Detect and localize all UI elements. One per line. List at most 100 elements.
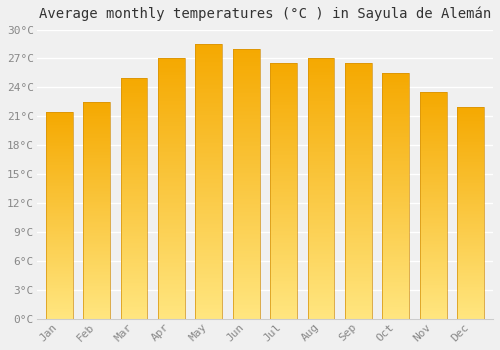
Bar [120, 186, 148, 188]
Bar [345, 160, 372, 162]
Bar [420, 126, 446, 127]
Bar [232, 75, 260, 76]
Bar [232, 270, 260, 272]
Bar [232, 49, 260, 319]
Bar [232, 51, 260, 53]
Bar [232, 240, 260, 242]
Bar [345, 91, 372, 93]
Bar [232, 205, 260, 207]
Bar [270, 291, 297, 292]
Bar [382, 113, 409, 115]
Bar [270, 88, 297, 89]
Bar [382, 282, 409, 283]
Bar [158, 203, 185, 204]
Bar [232, 174, 260, 176]
Bar [345, 211, 372, 213]
Bar [232, 126, 260, 127]
Bar [308, 79, 334, 80]
Bar [232, 65, 260, 66]
Bar [232, 169, 260, 170]
Bar [83, 299, 110, 300]
Bar [120, 172, 148, 173]
Bar [196, 242, 222, 243]
Bar [457, 240, 484, 241]
Bar [46, 134, 72, 135]
Bar [196, 151, 222, 153]
Bar [345, 222, 372, 223]
Bar [83, 175, 110, 176]
Bar [46, 289, 72, 290]
Bar [232, 96, 260, 97]
Bar [457, 146, 484, 147]
Bar [382, 155, 409, 156]
Bar [83, 316, 110, 317]
Bar [420, 263, 446, 265]
Bar [308, 281, 334, 282]
Bar [46, 239, 72, 240]
Bar [196, 155, 222, 157]
Bar [345, 306, 372, 307]
Bar [158, 96, 185, 98]
Bar [420, 290, 446, 292]
Bar [457, 187, 484, 188]
Bar [308, 161, 334, 163]
Bar [46, 253, 72, 254]
Bar [345, 275, 372, 277]
Bar [270, 210, 297, 211]
Bar [345, 291, 372, 292]
Bar [345, 88, 372, 89]
Bar [46, 146, 72, 147]
Bar [158, 95, 185, 96]
Bar [308, 155, 334, 156]
Bar [196, 179, 222, 180]
Bar [270, 108, 297, 109]
Bar [232, 214, 260, 215]
Bar [382, 235, 409, 237]
Bar [46, 161, 72, 162]
Bar [120, 253, 148, 254]
Bar [196, 193, 222, 194]
Bar [46, 246, 72, 247]
Bar [420, 284, 446, 285]
Bar [120, 107, 148, 108]
Bar [196, 176, 222, 177]
Bar [270, 187, 297, 189]
Bar [308, 80, 334, 82]
Bar [158, 160, 185, 161]
Bar [345, 131, 372, 132]
Bar [196, 93, 222, 95]
Bar [158, 77, 185, 78]
Bar [158, 308, 185, 310]
Bar [120, 99, 148, 101]
Bar [158, 185, 185, 186]
Bar [345, 247, 372, 248]
Bar [345, 181, 372, 182]
Bar [270, 134, 297, 135]
Bar [420, 281, 446, 282]
Bar [232, 168, 260, 169]
Bar [46, 279, 72, 280]
Bar [120, 188, 148, 189]
Bar [457, 313, 484, 314]
Bar [420, 138, 446, 139]
Bar [196, 217, 222, 218]
Bar [46, 133, 72, 134]
Bar [46, 304, 72, 306]
Bar [196, 135, 222, 136]
Bar [420, 114, 446, 115]
Bar [345, 214, 372, 215]
Bar [345, 309, 372, 310]
Bar [196, 202, 222, 203]
Bar [457, 143, 484, 144]
Bar [158, 146, 185, 147]
Bar [270, 105, 297, 107]
Bar [382, 141, 409, 142]
Bar [382, 240, 409, 241]
Bar [158, 104, 185, 105]
Bar [345, 285, 372, 286]
Bar [457, 131, 484, 132]
Bar [46, 179, 72, 180]
Bar [308, 199, 334, 201]
Bar [196, 181, 222, 183]
Bar [420, 242, 446, 243]
